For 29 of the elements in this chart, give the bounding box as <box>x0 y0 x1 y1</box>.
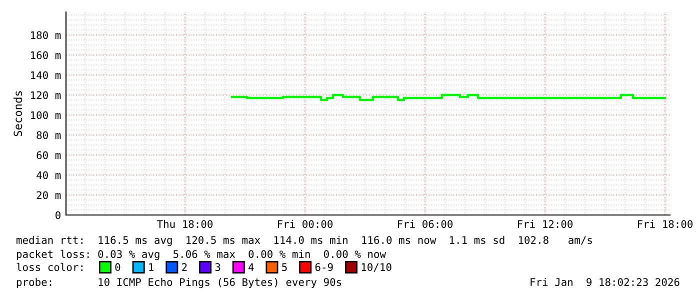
y-tick-label: 160 m <box>31 51 61 60</box>
x-tick-label: Fri 00:00 <box>278 220 333 228</box>
y-tick-label: 60 m <box>36 151 61 160</box>
legend-label: 5 <box>282 263 287 272</box>
y-tick-label: 40 m <box>36 171 61 180</box>
legend-title: loss color: <box>16 262 82 272</box>
x-tick-label: Fri 12:00 <box>518 220 573 228</box>
text: median rtt: 116.5 ms avg 120.5 ms max 114.0 ms min 116.0 ms now 1.1 ms sd 102.8 am/s <box>16 236 592 246</box>
legend-label: 1 <box>149 263 154 271</box>
y-tick-label: 0 <box>56 211 60 220</box>
legend-label: 0 <box>115 263 120 272</box>
y-tick-label: 120 m <box>31 91 61 100</box>
x-tick-label: Fri 18:00 <box>638 220 693 228</box>
x-tick-label: Fri 06:00 <box>398 220 453 228</box>
legend-label: 6-9 <box>315 263 333 272</box>
text: probe: 10 ICMP Echo Pings (56 Bytes) every 90s <box>16 278 342 288</box>
legend-label: 4 <box>248 263 254 271</box>
legend-label: 2 <box>182 263 187 271</box>
y-axis-title: Seconds <box>13 91 22 136</box>
text: packet loss: 0.03 % avg 5.06 % max 0.00 % min 0.00 % now <box>16 250 386 260</box>
y-tick-label: 140 m <box>31 71 61 80</box>
legend-label: 10/10 <box>362 263 392 272</box>
legend-label: 3 <box>215 263 220 272</box>
x-tick-label: Thu 18:00 <box>157 220 213 228</box>
y-tick-label: 20 m <box>36 191 61 200</box>
y-tick-label: 80 m <box>36 131 61 140</box>
y-tick-label: 180 m <box>31 31 61 40</box>
text: Fri Jan 9 18:02:23 2026 <box>530 278 680 286</box>
y-tick-label: 100 m <box>31 111 61 120</box>
